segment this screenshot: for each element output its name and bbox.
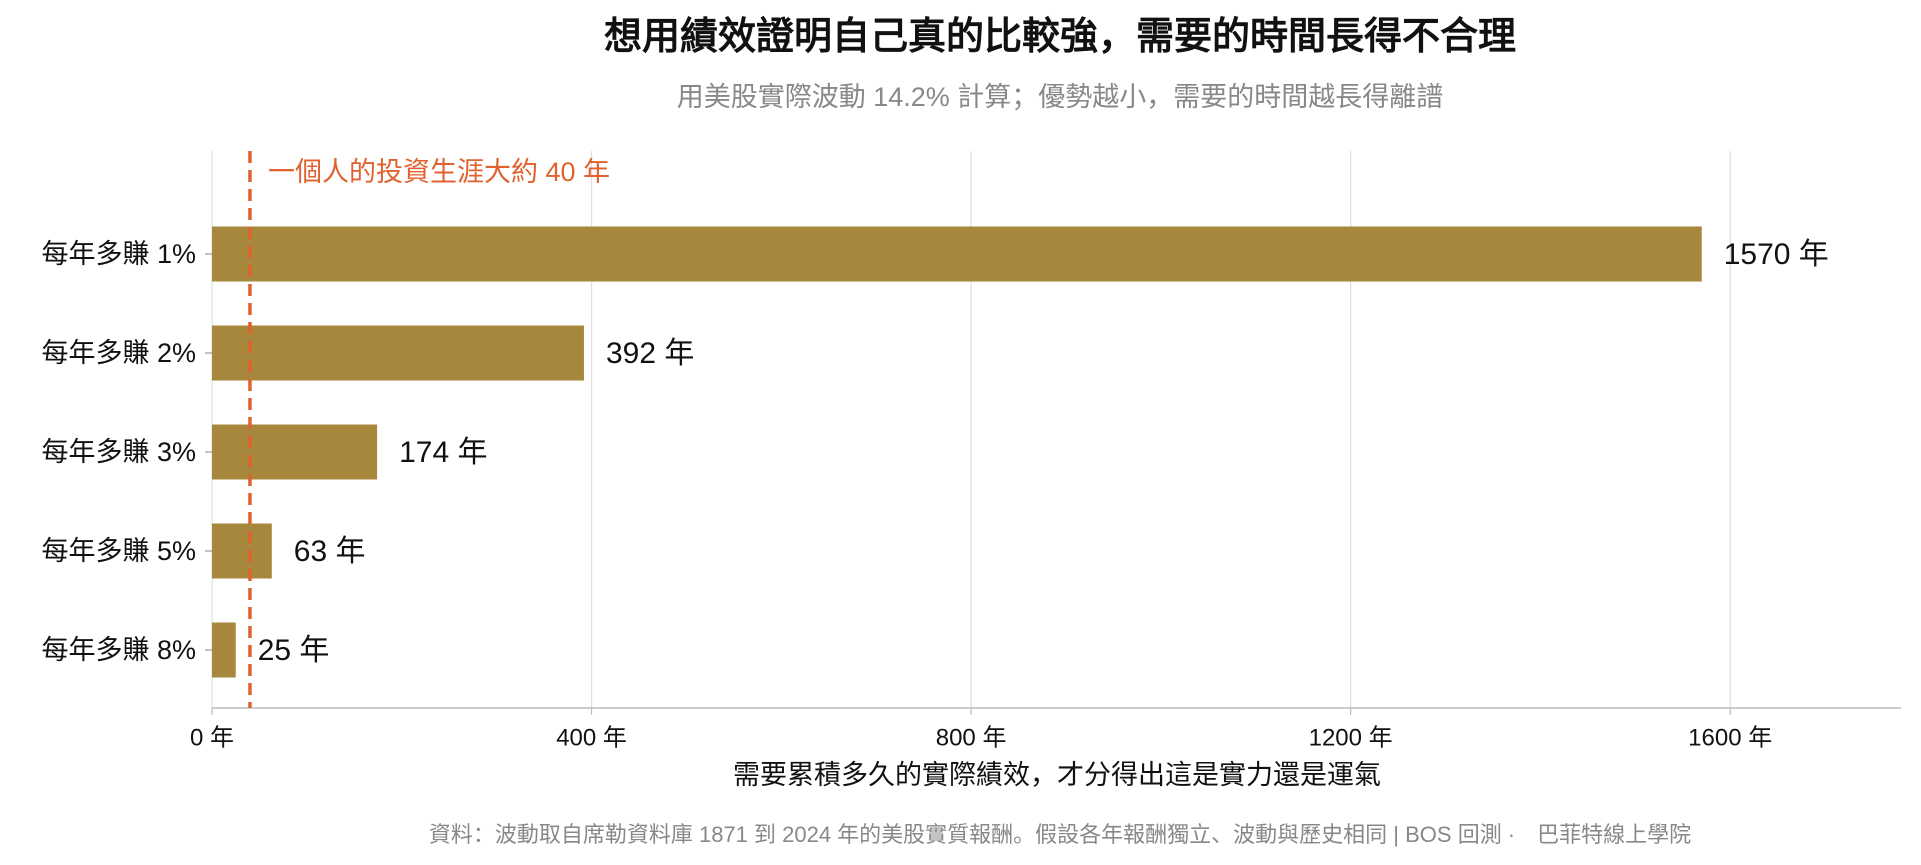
x-tick-label: 400 年	[556, 724, 627, 751]
x-tick-label: 1600 年	[1688, 724, 1772, 751]
y-tick-label: 每年多賺 2%	[41, 338, 196, 368]
x-tick-label: 1200 年	[1309, 724, 1393, 751]
x-tick-label: 0 年	[190, 724, 234, 751]
value-label: 174 年	[399, 436, 487, 469]
bar	[212, 424, 378, 480]
value-label: 1570 年	[1724, 238, 1829, 271]
value-label: 392 年	[606, 337, 694, 370]
y-tick-label: 每年多賺 1%	[41, 239, 196, 269]
x-tick-label: 800 年	[936, 724, 1007, 751]
reference-label: 一個人的投資生涯大約 40 年	[268, 157, 610, 187]
y-tick-label: 每年多賺 8%	[41, 635, 196, 665]
chart-title: 想用績效證明自己真的比較強，需要的時間長得不合理	[604, 16, 1516, 58]
value-label: 63 年	[294, 535, 366, 568]
bar	[212, 622, 236, 678]
value-label: 25 年	[258, 634, 330, 667]
x-axis-label: 需要累積多久的實際績效，才分得出這是實力還是運氣	[733, 760, 1381, 790]
y-tick-label: 每年多賺 3%	[41, 437, 196, 467]
bar	[212, 325, 584, 381]
bar	[212, 523, 272, 579]
y-tick-label: 每年多賺 5%	[41, 536, 196, 566]
bar	[212, 226, 1702, 282]
source-note: 資料：波動取自席勒資料庫 1871 到 2024 年的美股實質報酬。假設各年報酬…	[429, 822, 1691, 847]
chart-subtitle: 用美股實際波動 14.2% 計算；優勢越小，需要的時間越長得離譜	[677, 82, 1444, 112]
